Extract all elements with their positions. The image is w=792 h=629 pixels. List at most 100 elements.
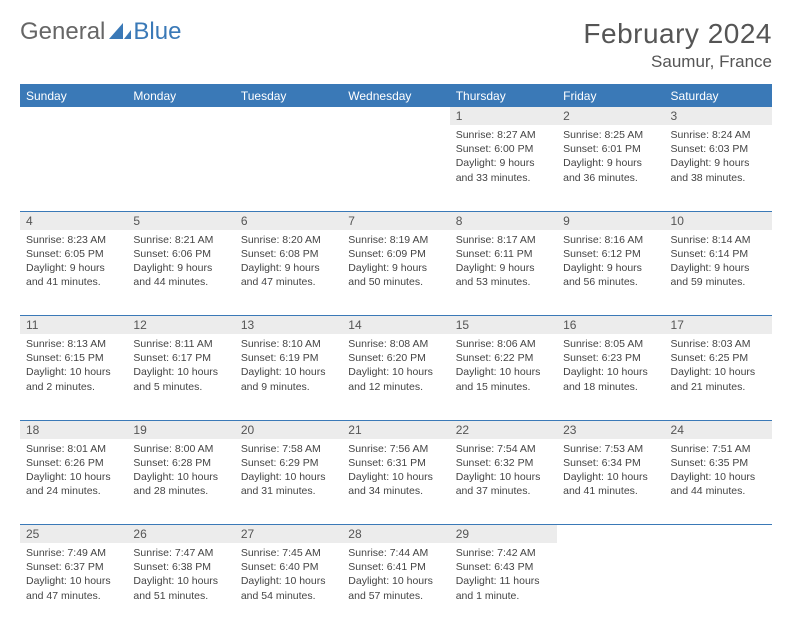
daylight-text: Daylight: 9 hours and 50 minutes. [348,261,443,289]
day-details: Sunrise: 8:23 AMSunset: 6:05 PMDaylight:… [20,230,127,296]
day-cell: Sunrise: 8:17 AMSunset: 6:11 PMDaylight:… [450,230,557,316]
day-number: 25 [20,525,127,543]
day-number: 19 [127,421,234,439]
day-details: Sunrise: 8:03 AMSunset: 6:25 PMDaylight:… [665,334,772,400]
day-details: Sunrise: 8:06 AMSunset: 6:22 PMDaylight:… [450,334,557,400]
logo-text-blue: Blue [133,18,181,46]
sunset-text: Sunset: 6:32 PM [456,456,551,470]
day-details: Sunrise: 8:11 AMSunset: 6:17 PMDaylight:… [127,334,234,400]
sunset-text: Sunset: 6:29 PM [241,456,336,470]
daylight-text: Daylight: 10 hours and 31 minutes. [241,470,336,498]
weekday-header-row: SundayMondayTuesdayWednesdayThursdayFrid… [20,85,772,107]
day-details: Sunrise: 7:45 AMSunset: 6:40 PMDaylight:… [235,543,342,609]
sunrise-text: Sunrise: 8:27 AM [456,128,551,142]
daylight-text: Daylight: 10 hours and 2 minutes. [26,365,121,393]
daynum-row: 18192021222324 [20,420,772,439]
weekday-header: Thursday [450,85,557,107]
daylight-text: Daylight: 10 hours and 28 minutes. [133,470,228,498]
day-number: 15 [450,316,557,334]
sunrise-text: Sunrise: 7:45 AM [241,546,336,560]
daynum-row: 45678910 [20,211,772,230]
daynum-row: 2526272829 [20,525,772,544]
week-row: Sunrise: 8:23 AMSunset: 6:05 PMDaylight:… [20,230,772,316]
sunset-text: Sunset: 6:19 PM [241,351,336,365]
sunset-text: Sunset: 6:25 PM [671,351,766,365]
day-number [235,107,342,125]
day-number: 11 [20,316,127,334]
day-cell: Sunrise: 8:27 AMSunset: 6:00 PMDaylight:… [450,125,557,211]
day-number: 2 [557,107,664,125]
day-details: Sunrise: 7:42 AMSunset: 6:43 PMDaylight:… [450,543,557,609]
day-cell: Sunrise: 7:51 AMSunset: 6:35 PMDaylight:… [665,439,772,525]
day-number: 9 [557,212,664,230]
day-details: Sunrise: 8:17 AMSunset: 6:11 PMDaylight:… [450,230,557,296]
sunset-text: Sunset: 6:12 PM [563,247,658,261]
sunrise-text: Sunrise: 8:20 AM [241,233,336,247]
sunrise-text: Sunrise: 8:25 AM [563,128,658,142]
weekday-header: Friday [557,85,664,107]
day-details: Sunrise: 7:56 AMSunset: 6:31 PMDaylight:… [342,439,449,505]
sunrise-text: Sunrise: 8:01 AM [26,442,121,456]
day-details: Sunrise: 8:13 AMSunset: 6:15 PMDaylight:… [20,334,127,400]
day-details: Sunrise: 7:51 AMSunset: 6:35 PMDaylight:… [665,439,772,505]
daylight-text: Daylight: 10 hours and 18 minutes. [563,365,658,393]
day-number: 13 [235,316,342,334]
day-details: Sunrise: 8:27 AMSunset: 6:00 PMDaylight:… [450,125,557,191]
daylight-text: Daylight: 10 hours and 12 minutes. [348,365,443,393]
sunset-text: Sunset: 6:09 PM [348,247,443,261]
day-details: Sunrise: 8:05 AMSunset: 6:23 PMDaylight:… [557,334,664,400]
day-cell: Sunrise: 8:23 AMSunset: 6:05 PMDaylight:… [20,230,127,316]
day-number: 3 [665,107,772,125]
day-number [557,525,664,543]
sunset-text: Sunset: 6:11 PM [456,247,551,261]
daylight-text: Daylight: 10 hours and 9 minutes. [241,365,336,393]
location: Saumur, France [583,52,772,72]
sunrise-text: Sunrise: 8:14 AM [671,233,766,247]
day-number: 28 [342,525,449,543]
sunrise-text: Sunrise: 8:21 AM [133,233,228,247]
week-row: Sunrise: 8:27 AMSunset: 6:00 PMDaylight:… [20,125,772,211]
daylight-text: Daylight: 11 hours and 1 minute. [456,574,551,602]
sunset-text: Sunset: 6:05 PM [26,247,121,261]
day-details: Sunrise: 8:14 AMSunset: 6:14 PMDaylight:… [665,230,772,296]
daylight-text: Daylight: 10 hours and 5 minutes. [133,365,228,393]
daylight-text: Daylight: 10 hours and 21 minutes. [671,365,766,393]
sunrise-text: Sunrise: 7:54 AM [456,442,551,456]
day-cell: Sunrise: 8:16 AMSunset: 6:12 PMDaylight:… [557,230,664,316]
week-row: Sunrise: 7:49 AMSunset: 6:37 PMDaylight:… [20,543,772,629]
weekday-header: Monday [127,85,234,107]
sunrise-text: Sunrise: 7:49 AM [26,546,121,560]
sunset-text: Sunset: 6:17 PM [133,351,228,365]
day-number: 18 [20,421,127,439]
day-number: 10 [665,212,772,230]
weekday-header: Wednesday [342,85,449,107]
day-number: 23 [557,421,664,439]
sunset-text: Sunset: 6:22 PM [456,351,551,365]
day-cell: Sunrise: 8:10 AMSunset: 6:19 PMDaylight:… [235,334,342,420]
day-number: 16 [557,316,664,334]
sunrise-text: Sunrise: 8:05 AM [563,337,658,351]
daylight-text: Daylight: 9 hours and 56 minutes. [563,261,658,289]
sunset-text: Sunset: 6:31 PM [348,456,443,470]
day-cell: Sunrise: 7:54 AMSunset: 6:32 PMDaylight:… [450,439,557,525]
day-details: Sunrise: 7:58 AMSunset: 6:29 PMDaylight:… [235,439,342,505]
day-details: Sunrise: 8:20 AMSunset: 6:08 PMDaylight:… [235,230,342,296]
sunset-text: Sunset: 6:14 PM [671,247,766,261]
daylight-text: Daylight: 10 hours and 51 minutes. [133,574,228,602]
day-cell [342,125,449,211]
sunset-text: Sunset: 6:41 PM [348,560,443,574]
sunset-text: Sunset: 6:26 PM [26,456,121,470]
day-details: Sunrise: 8:19 AMSunset: 6:09 PMDaylight:… [342,230,449,296]
day-details: Sunrise: 7:44 AMSunset: 6:41 PMDaylight:… [342,543,449,609]
month-title: February 2024 [583,18,772,50]
day-cell: Sunrise: 8:21 AMSunset: 6:06 PMDaylight:… [127,230,234,316]
daylight-text: Daylight: 9 hours and 47 minutes. [241,261,336,289]
day-details: Sunrise: 8:25 AMSunset: 6:01 PMDaylight:… [557,125,664,191]
daylight-text: Daylight: 10 hours and 15 minutes. [456,365,551,393]
day-number: 6 [235,212,342,230]
weekday-header: Sunday [20,85,127,107]
sunset-text: Sunset: 6:40 PM [241,560,336,574]
day-cell: Sunrise: 8:19 AMSunset: 6:09 PMDaylight:… [342,230,449,316]
title-block: February 2024 Saumur, France [583,18,772,72]
weekday-header: Saturday [665,85,772,107]
